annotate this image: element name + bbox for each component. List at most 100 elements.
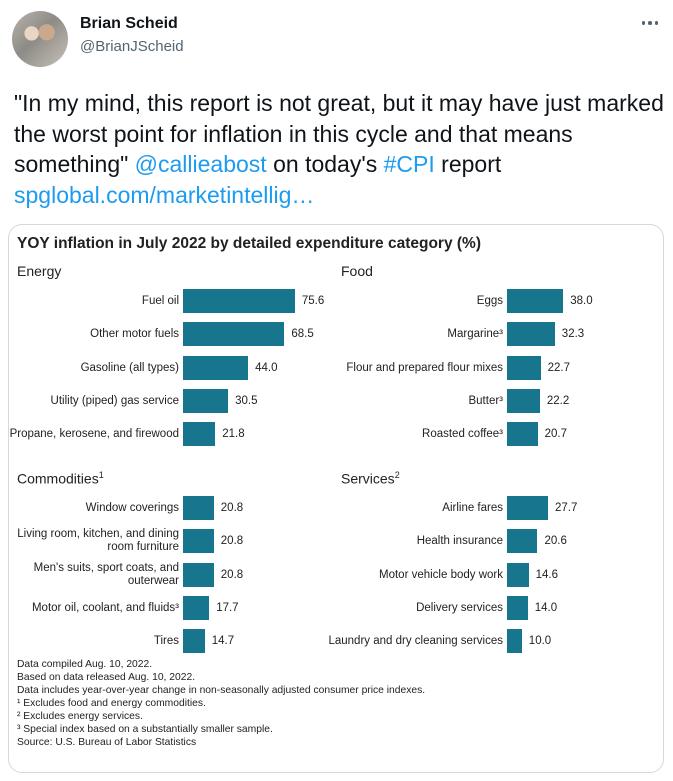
category-label: Gasoline (all types)	[80, 361, 179, 374]
article-link[interactable]: spglobal.com/marketintellig…	[14, 181, 315, 208]
tweet-text-part: "In my mind, this report is not great, b…	[14, 90, 664, 177]
bar-row: Flour and prepared flour mixes 22.7	[341, 353, 661, 383]
bar	[507, 529, 538, 553]
bar	[183, 356, 249, 380]
value-label: 21.8	[222, 428, 245, 440]
value-label: 14.7	[211, 635, 235, 647]
bar-row: Men's suits, sport coats, and outerwear 2…	[17, 560, 337, 590]
category-label: Motor oil, coolant, and fluids³	[31, 601, 179, 614]
bar-row: Butter³ 22.2	[341, 386, 661, 416]
chart-title: YOY inflation in July 2022 by detailed e…	[17, 235, 481, 252]
note-line: ¹ Excludes food and energy commodities.	[17, 698, 206, 709]
category-label: Other motor fuels	[90, 327, 179, 340]
value-label: 44.0	[255, 362, 278, 374]
bar	[507, 563, 529, 587]
value-label: 14.6	[535, 569, 558, 581]
value-label: 20.7	[544, 428, 568, 440]
bar-row: Margarine³ 32.3	[341, 319, 661, 349]
mention-link[interactable]: @callieabost	[134, 151, 267, 177]
value-label: 20.8	[220, 535, 244, 547]
category-label: Airline fares	[442, 501, 503, 514]
bar	[183, 529, 214, 553]
bar-row: Other motor fuels 68.5	[17, 319, 337, 349]
bar-row: Tires 14.7	[17, 626, 337, 656]
value-label: 10.0	[528, 635, 552, 647]
author-name[interactable]: Brian Scheid	[80, 15, 178, 32]
tweet-text: "In my mind, this report is not great, b…	[14, 88, 664, 210]
category-label: Laundry and dry cleaning services	[328, 634, 503, 647]
category-label: Health insurance	[416, 534, 503, 547]
bar-row: Fuel oil 75.6	[17, 286, 337, 316]
bar-row: Living room, kitchen, and dining room fu…	[17, 526, 337, 556]
bar	[507, 596, 528, 620]
value-label: 38.0	[570, 295, 593, 307]
category-label: Delivery services	[416, 601, 503, 614]
author-avatar[interactable]	[12, 11, 68, 67]
panel-title: Energy	[17, 263, 62, 279]
chart-panel-commodities: Commodities1 Window coverings 20.8 Living r…	[17, 470, 337, 653]
value-label: 27.7	[554, 502, 578, 514]
category-label: Eggs	[476, 294, 503, 307]
tweet-text-part: report	[434, 151, 502, 177]
category-label: Butter³	[468, 394, 503, 407]
bar-row: Motor vehicle body work 14.6	[341, 560, 661, 590]
hashtag-link[interactable]: #CPI	[383, 151, 435, 177]
bar	[183, 496, 214, 520]
value-label: 22.7	[547, 362, 570, 374]
category-label: Utility (piped) gas service	[50, 394, 179, 407]
category-label: Propane, kerosene, and firewood	[9, 427, 179, 440]
value-label: 30.5	[235, 395, 258, 407]
category-label: Tires	[153, 634, 179, 647]
note-line: Source: U.S. Bureau of Labor Statistics	[17, 737, 197, 748]
bar	[507, 496, 548, 520]
bar	[183, 596, 210, 620]
bar	[507, 356, 541, 380]
bar	[183, 389, 229, 413]
value-label: 32.3	[561, 328, 585, 340]
panel-title: Services2	[341, 470, 400, 487]
value-label: 17.7	[216, 602, 239, 614]
bar	[507, 389, 540, 413]
more-options-icon[interactable]	[636, 13, 664, 33]
bar-row: Window coverings 20.8	[17, 493, 337, 523]
bar	[183, 629, 205, 653]
category-label: Margarine³	[447, 327, 503, 340]
bar-row: Laundry and dry cleaning services 10.0	[328, 626, 661, 656]
value-label: 22.2	[546, 395, 570, 407]
bar-row: Gasoline (all types) 44.0	[17, 353, 337, 383]
note-line: Data includes year-over-year change in n…	[17, 685, 426, 696]
chart-panel-services: Services2 Airline fares 27.7 Health insuran…	[328, 470, 661, 653]
bar	[183, 322, 285, 346]
panel-title: Food	[341, 263, 373, 279]
category-label: Window coverings	[85, 501, 179, 514]
tweet-text-part: on today's	[266, 151, 384, 177]
footnote-mark: 1	[98, 470, 104, 480]
chart-panel-energy: Energy Fuel oil 75.6 Other motor fuels 68.5 G…	[10, 263, 337, 446]
note-line: Data compiled Aug. 10, 2022.	[17, 659, 153, 670]
media-card[interactable]: YOY inflation in July 2022 by detailed e…	[8, 224, 664, 773]
category-label: Flour and prepared flour mixes	[346, 361, 503, 374]
chart-panel-food: Food Eggs 38.0 Margarine³ 32.3 Flour and prep…	[341, 263, 661, 446]
bar	[183, 563, 214, 587]
bar-row: Eggs 38.0	[341, 286, 661, 316]
value-label: 68.5	[291, 328, 314, 340]
value-label: 20.8	[220, 502, 244, 514]
category-label: Living room, kitchen, and dining room fu…	[17, 528, 179, 553]
bar-row: Delivery services 14.0	[341, 593, 661, 623]
author-handle[interactable]: @BrianJScheid	[80, 38, 184, 55]
panel-title: Commodities1	[17, 470, 104, 487]
bar	[507, 289, 564, 313]
category-label: Men's suits, sport coats, and outerwear	[33, 562, 179, 587]
note-line: ² Excludes energy services.	[17, 711, 143, 722]
bar	[507, 422, 538, 446]
bar-row: Airline fares 27.7	[341, 493, 661, 523]
note-line: Based on data released Aug. 10, 2022.	[17, 672, 196, 683]
bar	[507, 629, 522, 653]
bar	[507, 322, 555, 346]
bar	[183, 289, 295, 313]
value-label: 75.6	[301, 295, 325, 307]
bar-row: Roasted coffee³ 20.7	[341, 419, 661, 449]
category-label: Motor vehicle body work	[379, 568, 503, 581]
bar-row: Motor oil, coolant, and fluids³ 17.7	[17, 593, 337, 623]
bar-row: Health insurance 20.6	[341, 526, 661, 556]
